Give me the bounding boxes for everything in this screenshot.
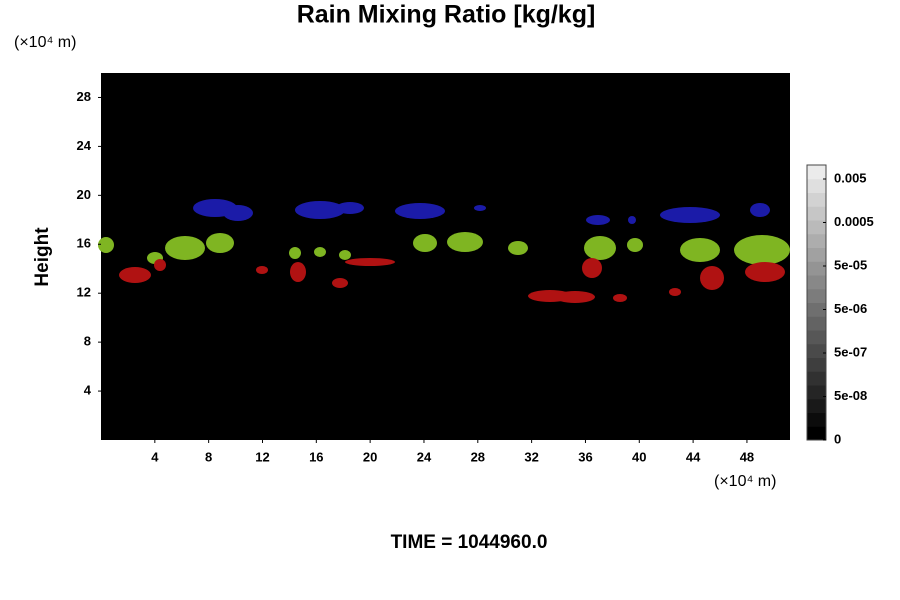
blob bbox=[98, 237, 114, 253]
colorbar-tick-label: 0.005 bbox=[834, 170, 867, 185]
colorbar-band bbox=[807, 371, 826, 386]
y-axis-label: Height bbox=[32, 227, 53, 287]
colorbar-band bbox=[807, 398, 826, 413]
colorbar-band bbox=[807, 220, 826, 235]
x-tick-label: 20 bbox=[363, 449, 377, 464]
blob bbox=[584, 236, 616, 260]
colorbar-band bbox=[807, 316, 826, 331]
blob bbox=[314, 247, 326, 257]
blob bbox=[555, 291, 595, 303]
blob bbox=[582, 258, 602, 278]
blob bbox=[680, 238, 720, 262]
colorbar-band bbox=[807, 165, 826, 180]
y-tick-label: 24 bbox=[77, 138, 92, 153]
colorbar-tick-label: 5e-07 bbox=[834, 344, 867, 359]
colorbar-tick-label: 5e-06 bbox=[834, 301, 867, 316]
blob bbox=[734, 235, 790, 265]
colorbar-band bbox=[807, 288, 826, 303]
blob bbox=[613, 294, 627, 302]
colorbar-band bbox=[807, 275, 826, 290]
blob bbox=[447, 232, 483, 252]
time-annotation: TIME = 1044960.0 bbox=[391, 532, 548, 553]
colorbar-band bbox=[807, 261, 826, 276]
y-unit: (×10⁴ m) bbox=[14, 34, 76, 51]
blue-layer bbox=[193, 199, 770, 225]
x-tick-label: 44 bbox=[686, 449, 701, 464]
colorbar-band bbox=[807, 412, 826, 427]
colorbar-band bbox=[807, 385, 826, 400]
y-tick-label: 8 bbox=[84, 334, 91, 349]
colorbar-band bbox=[807, 206, 826, 221]
blob bbox=[669, 288, 681, 296]
y-tick-label: 16 bbox=[77, 236, 91, 251]
blob bbox=[345, 258, 395, 266]
blob bbox=[223, 205, 253, 221]
blob bbox=[119, 267, 151, 283]
blob bbox=[586, 215, 610, 225]
colorbar-band bbox=[807, 357, 826, 372]
colorbar-tick-label: 0 bbox=[834, 431, 841, 446]
colorbar-band bbox=[807, 302, 826, 317]
x-tick-label: 8 bbox=[205, 449, 212, 464]
x-tick-label: 40 bbox=[632, 449, 646, 464]
blob bbox=[339, 250, 351, 260]
y-tick-label: 28 bbox=[77, 89, 91, 104]
blob bbox=[745, 262, 785, 282]
blob bbox=[660, 207, 720, 223]
blob bbox=[700, 266, 724, 290]
x-tick-label: 12 bbox=[255, 449, 269, 464]
colorbar: 0 5e-08 5e-07 5e-06 5e-05 0.0005 0.005 bbox=[806, 164, 874, 446]
x-tick-label: 28 bbox=[471, 449, 485, 464]
colorbar-band bbox=[807, 178, 826, 193]
x-tick-label: 48 bbox=[740, 449, 754, 464]
blob bbox=[395, 203, 445, 219]
y-tick-label: 20 bbox=[77, 187, 91, 202]
blob bbox=[474, 205, 486, 211]
blob bbox=[289, 247, 301, 259]
plot-area bbox=[101, 73, 790, 440]
x-tick-label: 4 bbox=[151, 449, 159, 464]
colorbar-band bbox=[807, 343, 826, 358]
red-layer bbox=[119, 258, 785, 303]
blob bbox=[256, 266, 268, 274]
colorbar-band bbox=[807, 233, 826, 248]
blob bbox=[750, 203, 770, 217]
colorbar-tick-label: 0.0005 bbox=[834, 214, 874, 229]
colorbar-tick-label: 5e-08 bbox=[834, 388, 867, 403]
colorbar-band bbox=[807, 247, 826, 262]
x-unit: (×10⁴ m) bbox=[714, 473, 776, 490]
blob bbox=[332, 278, 348, 288]
colorbar-band bbox=[807, 330, 826, 345]
blob bbox=[627, 238, 643, 252]
chart-title: Rain Mixing Ratio [kg/kg] bbox=[297, 1, 596, 29]
blob bbox=[165, 236, 205, 260]
y-tick-label: 12 bbox=[77, 285, 91, 300]
y-tick-label: 4 bbox=[84, 383, 92, 398]
x-tick-label: 16 bbox=[309, 449, 323, 464]
colorbar-tick-label: 5e-05 bbox=[834, 257, 867, 272]
rain-field bbox=[98, 199, 790, 303]
blob bbox=[295, 201, 345, 219]
colorbar-band bbox=[807, 426, 826, 441]
blob bbox=[154, 259, 166, 271]
colorbar-frame bbox=[806, 164, 827, 441]
blob bbox=[336, 202, 364, 214]
blob bbox=[413, 234, 437, 252]
x-tick-label: 36 bbox=[578, 449, 592, 464]
blob bbox=[628, 216, 636, 224]
blob bbox=[206, 233, 234, 253]
colorbar-band bbox=[807, 192, 826, 207]
blob bbox=[508, 241, 528, 255]
x-tick-label: 32 bbox=[524, 449, 538, 464]
blob bbox=[290, 262, 306, 282]
x-tick-label: 24 bbox=[417, 449, 432, 464]
